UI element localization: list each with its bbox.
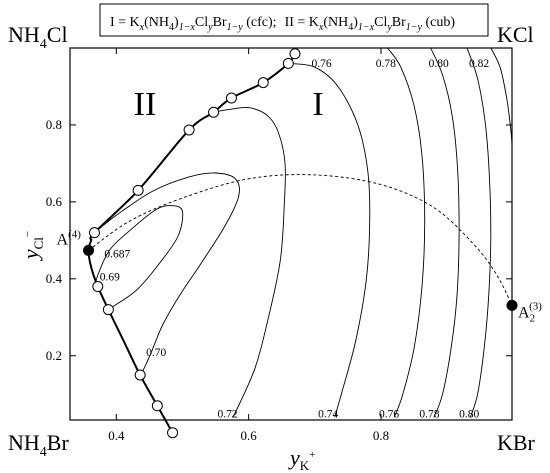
y-tick-label: 0.6 (46, 194, 63, 209)
contour-line (288, 62, 371, 418)
boundary-point (289, 48, 301, 60)
corner-label-kcl: KCl (497, 22, 534, 47)
contour-lines (94, 47, 513, 418)
boundary-point (257, 77, 269, 89)
boundary-point (88, 227, 100, 239)
special-points: A(4) A2(3) (57, 228, 543, 324)
y-axis-label: yCl− (18, 231, 46, 261)
axis-ticks: 0.4 0.6 0.8 0.2 0.4 0.6 0.8 (46, 48, 512, 443)
boundary-line (87, 53, 296, 434)
contour-labels: 0.687 0.69 0.70 0.72 0.74 0.76 0.78 0.80 0.76 0.7… (100, 58, 490, 420)
dashed-line (88, 174, 513, 306)
contour-label: 0.80 (429, 58, 449, 70)
boundary-point (225, 92, 237, 104)
contour-label: 0.74 (318, 408, 338, 420)
contour-label: 0.76 (312, 58, 332, 70)
special-point-label: A(4) (57, 228, 82, 248)
contour-line (490, 47, 513, 145)
special-point (506, 299, 518, 311)
y-tick-label: 0.4 (46, 271, 63, 286)
boundary-point (102, 304, 114, 316)
region-label-I: I (312, 86, 323, 123)
contour-label: 0.78 (376, 58, 396, 70)
contour-label: 0.82 (469, 58, 489, 70)
y-tick-label: 0.8 (46, 117, 62, 132)
contour-label: 0.72 (218, 408, 238, 420)
dashed-path (88, 174, 513, 306)
corner-label-kbr: KBr (497, 430, 536, 455)
boundary-point (151, 400, 163, 412)
boundary-point (183, 124, 195, 136)
x-axis-label: yK+ (288, 445, 315, 473)
phase-boundary (87, 53, 296, 434)
contour-line (466, 47, 492, 418)
corner-label-nh4br: NH4Br (8, 430, 69, 460)
boundary-points (88, 48, 301, 439)
contour-line (94, 205, 184, 310)
contour-line (430, 47, 460, 418)
contour-label: 0.687 (104, 249, 130, 261)
contour-line (94, 172, 240, 376)
region-label-II: II (134, 86, 157, 123)
boundary-point (208, 106, 220, 118)
boundary-point (92, 281, 104, 293)
x-tick-label: 0.8 (373, 428, 389, 443)
legend-text: I = Kx(NH4)1−xClyBr1−y (cfc); II = Kx(NH4… (110, 15, 455, 33)
boundary-point (167, 427, 179, 439)
contour-label: 0.76 (379, 408, 399, 420)
contour-line (387, 47, 426, 418)
contour-label: 0.70 (146, 347, 166, 359)
special-point (83, 244, 95, 256)
boundary-point (132, 184, 144, 196)
contour-label: 0.80 (459, 408, 479, 420)
corner-label-nh4cl: NH4Cl (8, 22, 68, 52)
x-tick-label: 0.6 (241, 428, 258, 443)
contour-label: 0.69 (100, 272, 120, 284)
legend-box (99, 3, 489, 37)
contour-line (213, 106, 286, 418)
boundary-point (134, 369, 146, 381)
plot-frame (69, 47, 513, 421)
x-tick-label: 0.4 (108, 428, 125, 443)
boundary-point (282, 57, 294, 69)
special-point-label: A2(3) (518, 300, 542, 324)
contour-label: 0.78 (419, 408, 439, 420)
y-tick-label: 0.2 (46, 348, 62, 363)
